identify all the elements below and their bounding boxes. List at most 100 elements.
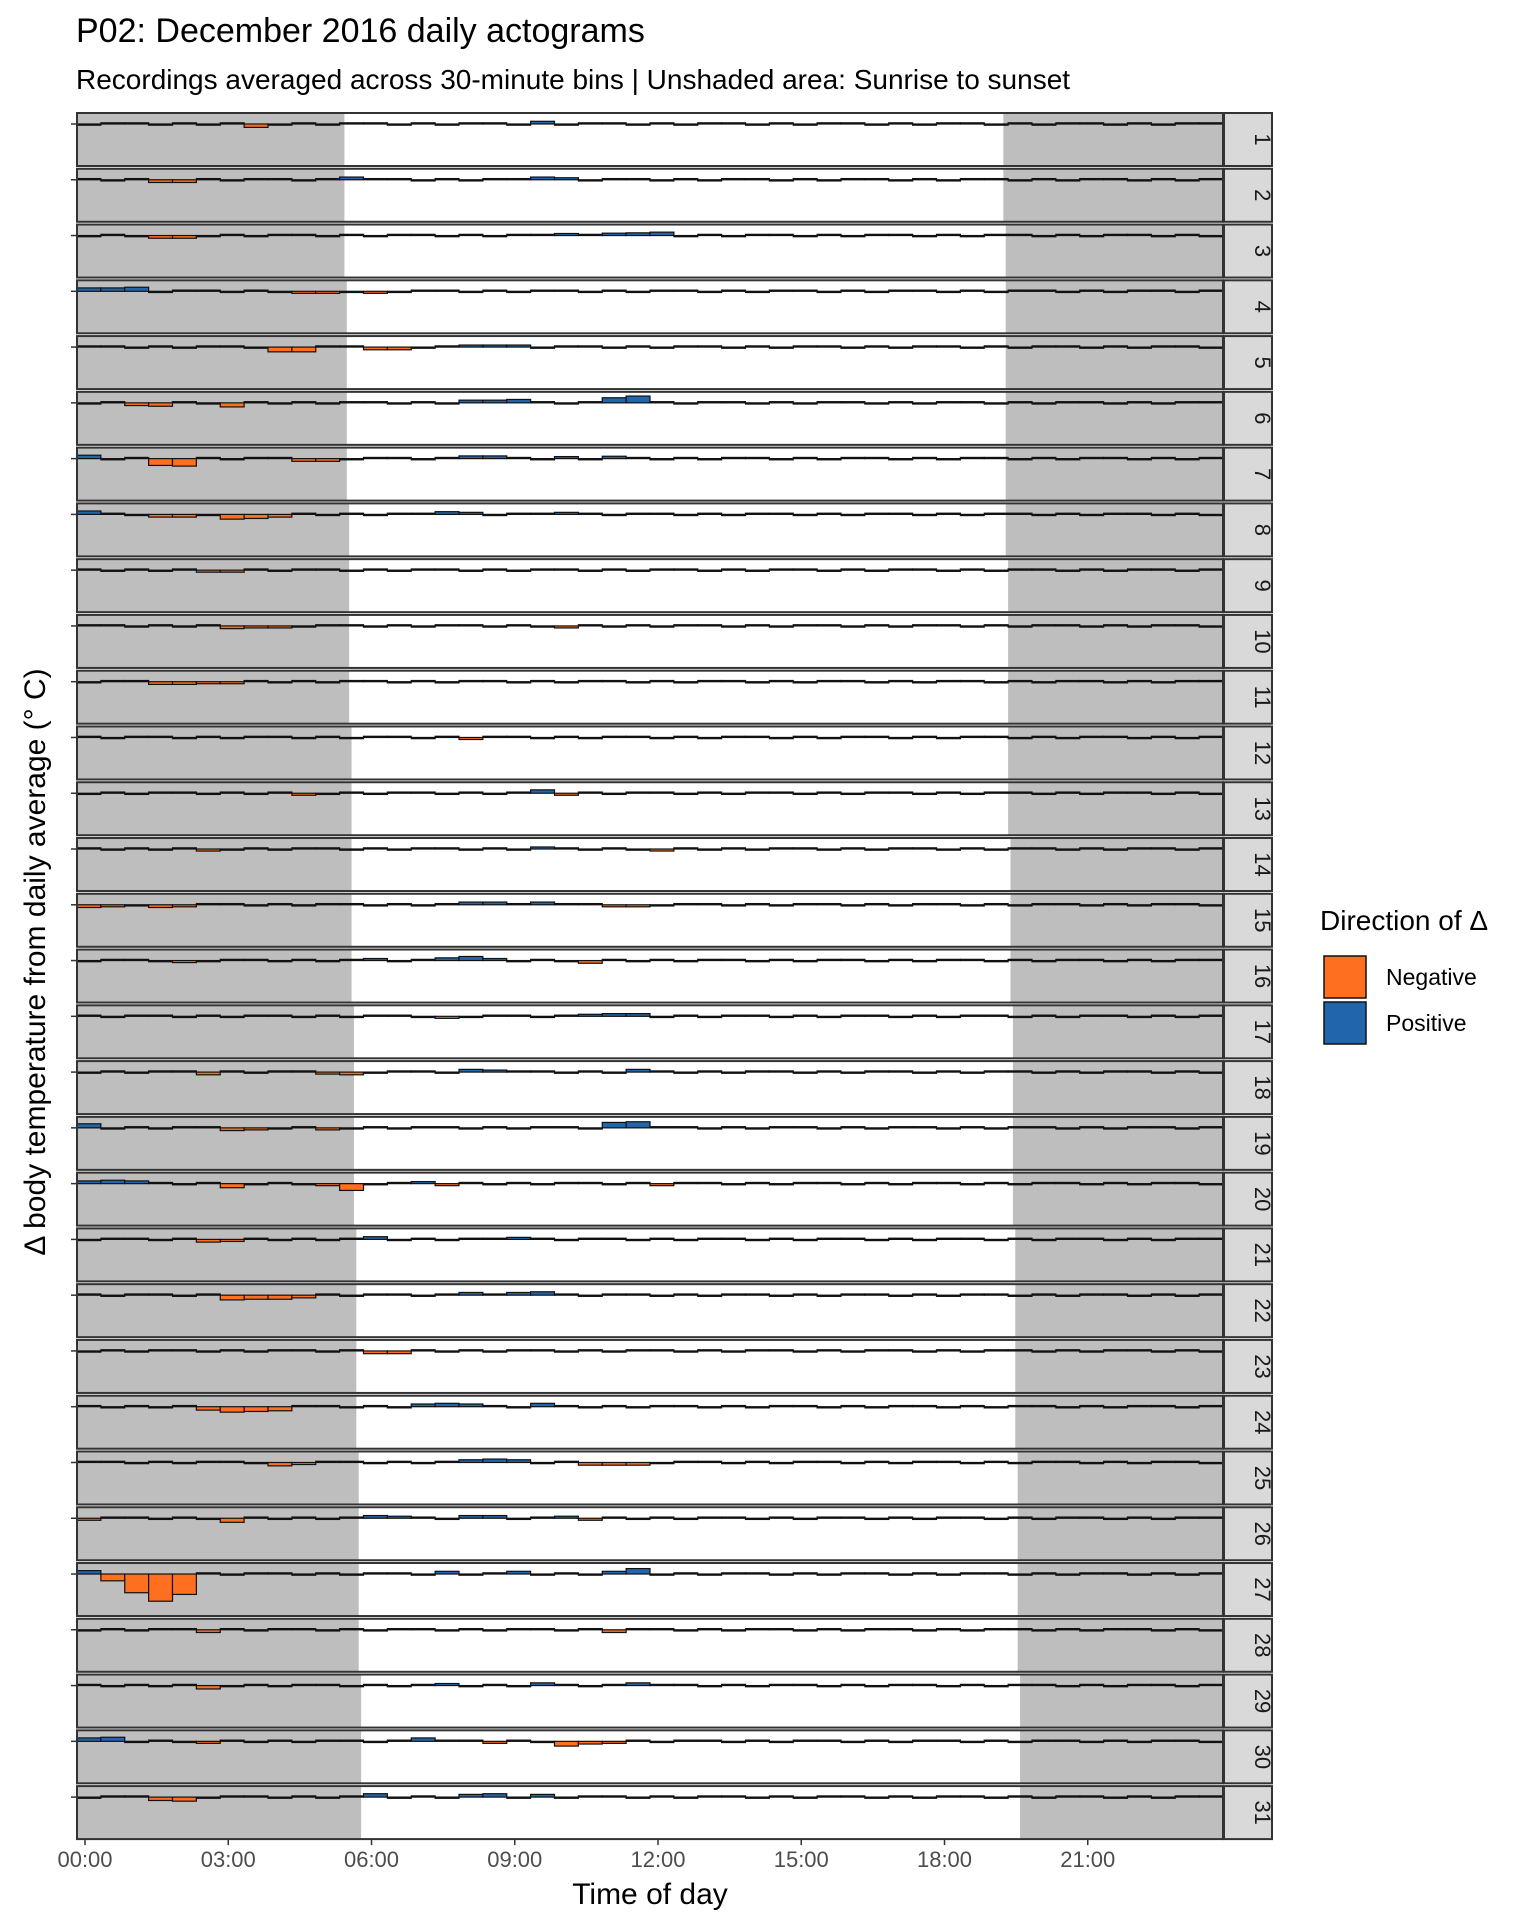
bar-day23-bin38 xyxy=(983,1349,1009,1352)
bar-day17-bin45 xyxy=(1150,1014,1176,1017)
panel-day-14: 14 xyxy=(71,837,1275,893)
bar-day7-bin10 xyxy=(315,458,341,462)
bar-day26-bin47 xyxy=(1198,1516,1224,1519)
bar-day26-bin12 xyxy=(362,1514,388,1519)
bar-day31-bin29 xyxy=(768,1795,794,1798)
bar-day18-bin22 xyxy=(601,1071,627,1074)
bar-day16-bin39 xyxy=(1007,958,1033,962)
facet-label: 14 xyxy=(1250,852,1275,876)
bar-day8-bin40 xyxy=(1031,513,1057,517)
bar-day8-bin25 xyxy=(673,513,699,517)
bar-day5-bin29 xyxy=(768,346,794,349)
bar-day31-bin14 xyxy=(410,1795,436,1798)
bar-day5-bin32 xyxy=(840,346,866,349)
bar-day1-bin24 xyxy=(649,122,675,125)
bar-day10-bin18 xyxy=(506,624,532,627)
bar-day15-bin33 xyxy=(864,902,890,906)
bar-day27-bin11 xyxy=(339,1573,365,1576)
bar-day14-bin15 xyxy=(434,847,460,850)
bar-day4-bin22 xyxy=(601,289,627,292)
bar-day2-bin20 xyxy=(553,177,579,181)
facet-label: 10 xyxy=(1250,629,1275,653)
bar-day8-bin34 xyxy=(888,512,914,515)
bar-day14-bin24 xyxy=(649,848,675,852)
bar-day6-bin38 xyxy=(983,402,1009,405)
bar-day20-bin32 xyxy=(840,1183,866,1186)
bar-day15-bin6 xyxy=(219,902,245,906)
bar-day16-bin45 xyxy=(1150,959,1176,963)
bar-day15-bin44 xyxy=(1126,904,1152,907)
bar-day16-bin43 xyxy=(1103,959,1129,963)
bar-day13-bin40 xyxy=(1031,792,1057,796)
facet-strip xyxy=(1223,1506,1273,1562)
bar-day30-bin23 xyxy=(625,1739,651,1742)
bar-day8-bin7 xyxy=(243,513,269,520)
bar-day13-bin36 xyxy=(935,791,961,794)
bar-day5-bin2 xyxy=(124,346,150,349)
panel-day-10: 10 xyxy=(71,613,1275,669)
bar-day2-bin44 xyxy=(1126,179,1152,182)
bar-day5-bin36 xyxy=(935,345,961,348)
bar-day13-bin15 xyxy=(434,792,460,796)
facet-strip xyxy=(1223,948,1273,1004)
bar-day6-bin4 xyxy=(171,401,197,404)
bar-day9-bin45 xyxy=(1150,568,1176,571)
bar-day9-bin4 xyxy=(171,568,197,571)
bar-day17-bin43 xyxy=(1103,1014,1129,1017)
bar-day30-bin46 xyxy=(1174,1739,1200,1742)
bar-day20-bin37 xyxy=(959,1183,985,1186)
bar-day29-bin27 xyxy=(721,1683,747,1687)
night-shade-evening xyxy=(1003,168,1223,222)
bar-day30-bin43 xyxy=(1103,1739,1129,1742)
bar-day10-bin16 xyxy=(458,624,484,627)
bar-day8-bin6 xyxy=(219,513,245,520)
bar-day30-bin28 xyxy=(744,1739,770,1742)
panel-day-18: 18 xyxy=(71,1060,1275,1116)
bar-day5-bin24 xyxy=(649,346,675,349)
bar-day25-bin11 xyxy=(339,1460,365,1464)
bar-day1-bin4 xyxy=(171,122,197,125)
night-shade-morning xyxy=(77,1786,362,1840)
bar-day13-bin41 xyxy=(1055,791,1081,794)
bar-day11-bin43 xyxy=(1103,681,1129,684)
bar-day4-bin41 xyxy=(1055,290,1081,294)
bar-day6-bin36 xyxy=(935,401,961,404)
panel-day-4: 4 xyxy=(71,279,1275,335)
bar-day31-bin41 xyxy=(1055,1795,1081,1798)
bar-day1-bin10 xyxy=(315,123,341,126)
bar-day10-bin24 xyxy=(649,625,675,628)
bar-day1-bin2 xyxy=(124,122,150,125)
bar-day19-bin10 xyxy=(315,1127,341,1131)
bar-day28-bin21 xyxy=(577,1627,603,1631)
bar-day17-bin13 xyxy=(386,1014,412,1017)
bar-day27-bin15 xyxy=(434,1570,460,1575)
bar-day24-bin46 xyxy=(1174,1406,1200,1409)
bar-day10-bin31 xyxy=(816,624,842,627)
bar-day30-bin5 xyxy=(195,1740,221,1744)
bar-day15-bin10 xyxy=(315,902,341,906)
bar-day26-bin32 xyxy=(840,1516,866,1519)
bar-day17-bin2 xyxy=(124,1014,150,1017)
bar-day10-bin36 xyxy=(935,624,961,627)
bar-day31-bin46 xyxy=(1174,1795,1200,1798)
bar-day5-bin38 xyxy=(983,345,1009,348)
bar-day27-bin8 xyxy=(267,1572,293,1575)
bar-day10-bin7 xyxy=(243,625,269,629)
bar-day29-bin33 xyxy=(864,1684,890,1688)
bar-day2-bin42 xyxy=(1079,177,1105,181)
night-shade-evening xyxy=(1017,1451,1223,1505)
bar-day10-bin23 xyxy=(625,624,651,627)
night-shade-morning xyxy=(77,224,345,278)
bar-day18-bin1 xyxy=(100,1070,126,1073)
bar-day5-bin12 xyxy=(362,346,388,351)
bar-day12-bin26 xyxy=(697,736,723,740)
bar-day1-bin32 xyxy=(840,122,866,125)
bar-day1-bin44 xyxy=(1126,122,1152,125)
bar-day26-bin17 xyxy=(482,1514,508,1519)
bar-day29-bin13 xyxy=(386,1684,412,1688)
bar-day3-bin10 xyxy=(315,234,341,238)
bar-day9-bin0 xyxy=(76,568,102,571)
bar-day13-bin33 xyxy=(864,791,890,794)
night-shade-morning xyxy=(77,1451,359,1505)
bar-day6-bin44 xyxy=(1126,401,1152,404)
